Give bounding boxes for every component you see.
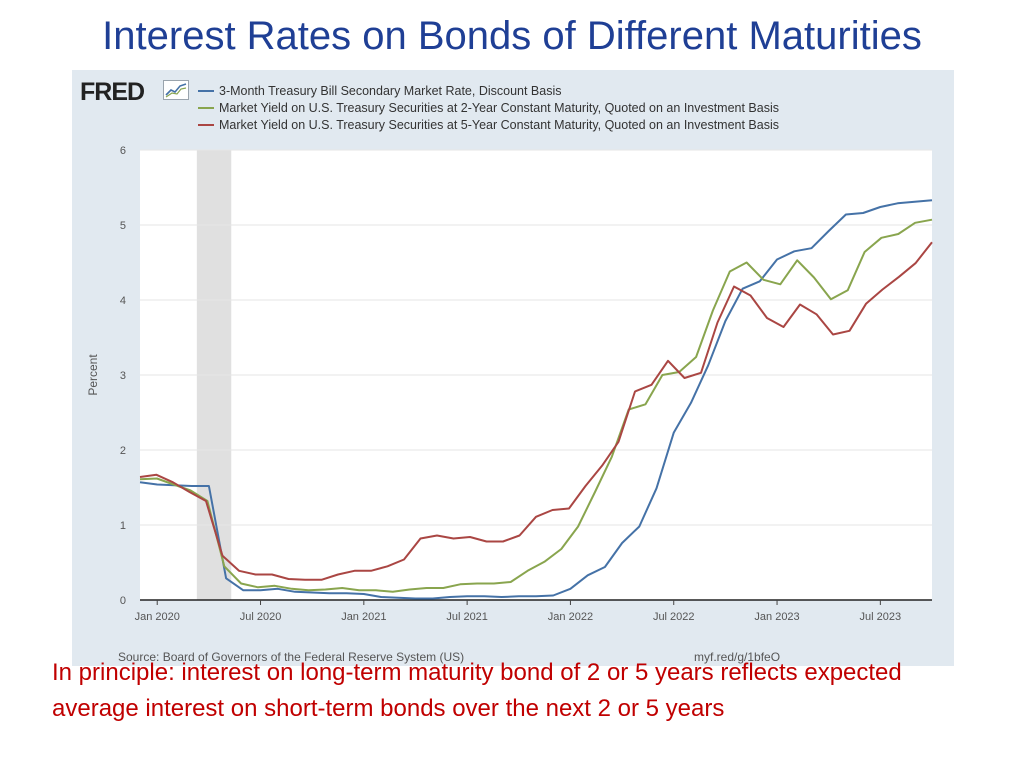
legend-swatch-5y [198, 123, 214, 126]
slide-title: Interest Rates on Bonds of Different Mat… [102, 14, 922, 58]
legend-label-3m: 3-Month Treasury Bill Secondary Market R… [219, 83, 562, 98]
x-tick-label: Jul 2021 [446, 611, 488, 623]
x-tick-label: Jan 2022 [548, 611, 593, 623]
x-tick-label: Jan 2020 [135, 611, 180, 623]
fred-sparkline-icon [163, 80, 189, 100]
line-chart: 0 1 2 3 4 5 6 Jan 2020 Jul 2020 Jan 2021 Jul 2021 J… [86, 145, 933, 623]
x-tick-label: Jan 2023 [754, 611, 799, 623]
legend-label-2y: Market Yield on U.S. Treasury Securities… [219, 100, 779, 115]
series-line-3m [139, 199, 933, 600]
y-tick-label: 1 [120, 520, 126, 532]
y-tick-label: 0 [120, 595, 126, 607]
chart-legend: 3-Month Treasury Bill Secondary Market R… [198, 82, 779, 133]
y-tick-label: 6 [120, 145, 126, 157]
x-tick-label: Jul 2022 [653, 611, 695, 623]
y-axis-title: Percent [86, 354, 100, 396]
source-note: Source: Board of Governors of the Federa… [118, 650, 465, 664]
y-tick-label: 3 [120, 370, 126, 382]
legend-item-2y[interactable]: Market Yield on U.S. Treasury Securities… [198, 99, 779, 116]
legend-swatch-3m [198, 89, 214, 92]
legend-swatch-2y [198, 106, 214, 109]
y-tick-label: 4 [120, 295, 126, 307]
slide-caption: In principle: interest on long-term matu… [52, 659, 902, 722]
fred-logo[interactable]: FRED [80, 78, 145, 106]
x-tick-label: Jul 2023 [860, 611, 902, 623]
y-tick-label: 2 [120, 445, 126, 457]
short-url-link[interactable]: myf.red/g/1bfeO [694, 650, 781, 664]
y-tick-label: 5 [120, 220, 126, 232]
x-tick-label: Jan 2021 [341, 611, 386, 623]
legend-item-3m[interactable]: 3-Month Treasury Bill Secondary Market R… [198, 82, 779, 99]
legend-label-5y: Market Yield on U.S. Treasury Securities… [219, 117, 779, 132]
series-line-5y [139, 241, 933, 581]
x-tick-label: Jul 2020 [240, 611, 282, 623]
series-line-2y [139, 218, 933, 593]
legend-item-5y[interactable]: Market Yield on U.S. Treasury Securities… [198, 116, 779, 133]
